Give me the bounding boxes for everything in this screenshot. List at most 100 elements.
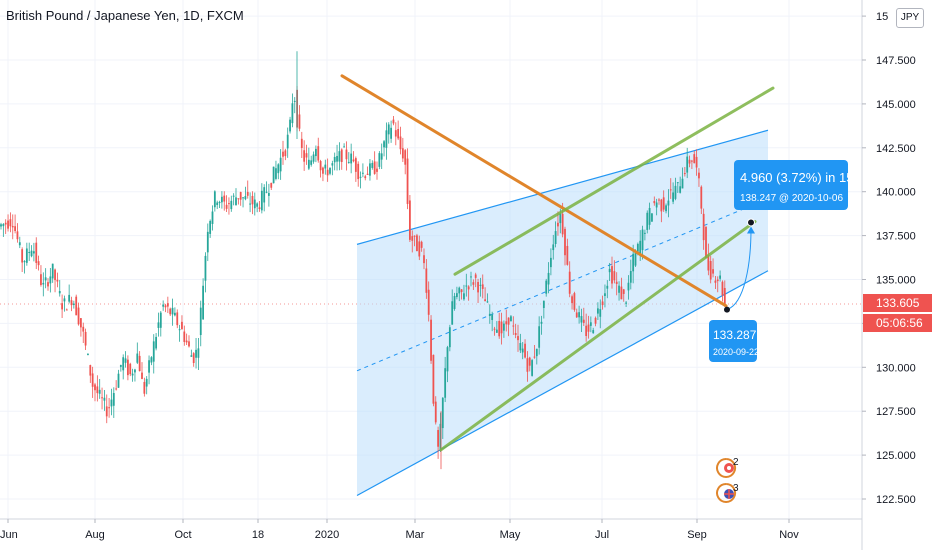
candle-body — [552, 244, 555, 251]
candle-body — [310, 160, 313, 165]
channel-upper-line[interactable] — [356, 129, 769, 245]
event-count: 3 — [733, 483, 739, 494]
candle-body — [28, 251, 31, 253]
candle-body — [284, 150, 287, 157]
candle-body — [101, 397, 103, 399]
trendline-green-upper[interactable] — [453, 86, 775, 276]
candle-body — [155, 336, 157, 349]
last-price-label: 133.605 — [876, 296, 920, 310]
candle-body — [275, 168, 277, 179]
candle-body — [535, 348, 538, 357]
economic-events[interactable]: 23 — [716, 457, 739, 503]
candle-body — [49, 276, 52, 284]
candle-body — [345, 149, 348, 160]
candle-body — [540, 321, 543, 324]
candle-body — [604, 293, 606, 296]
candle-body — [458, 287, 461, 294]
candle-body — [270, 182, 273, 188]
candle-body — [251, 195, 254, 205]
candle-body — [134, 369, 136, 373]
candle-body — [660, 199, 663, 212]
candle-body — [418, 241, 421, 257]
candle-body — [324, 164, 327, 169]
candle-body — [2, 224, 5, 227]
price-axis[interactable]: 122.500125.000127.500130.000132.500135.0… — [861, 0, 932, 550]
candle-body — [171, 307, 174, 315]
start-point[interactable] — [724, 306, 730, 313]
candle-body — [230, 200, 233, 210]
candle-body — [683, 173, 686, 175]
time-tick-label: Jun — [0, 529, 18, 541]
candle-body — [401, 148, 404, 159]
currency-button[interactable]: JPY — [896, 8, 924, 28]
time-axis[interactable]: Jun Aug Oct 18 2020 Mar May Jul Sep Nov — [0, 518, 862, 541]
price-tick-label: 137.500 — [876, 231, 916, 243]
candle-body — [448, 327, 451, 348]
candle-body — [587, 324, 590, 332]
time-tick-label: 2020 — [315, 529, 339, 541]
price-tick-label: 140.000 — [876, 187, 916, 199]
candle-body — [0, 224, 2, 227]
candle-body — [366, 173, 369, 175]
candle-body — [648, 207, 651, 225]
trendline-orange[interactable] — [340, 74, 728, 308]
candle-body — [420, 241, 423, 248]
candle-body — [131, 373, 134, 376]
candle-body — [597, 308, 599, 314]
candle-body — [239, 192, 242, 200]
candle-body — [58, 291, 61, 294]
candle-body — [54, 269, 56, 281]
candle-body — [575, 312, 578, 318]
measure-label-box — [734, 160, 848, 210]
candle-body — [589, 322, 592, 326]
candle-body — [336, 155, 338, 162]
candle-body — [625, 302, 627, 304]
trendline-green-lower[interactable] — [439, 220, 757, 452]
candle-body — [639, 240, 642, 256]
candle-body — [127, 359, 129, 376]
candle-body — [451, 301, 454, 325]
candle-body — [655, 202, 658, 208]
candle-body — [519, 343, 522, 351]
candle-body — [9, 219, 12, 227]
candle-body — [350, 153, 353, 164]
candle-body — [705, 226, 707, 258]
regression-channel[interactable] — [356, 129, 769, 497]
channel-mid-line[interactable] — [356, 198, 769, 372]
candle-body — [333, 156, 336, 163]
point-label-box — [709, 320, 757, 362]
candle-body — [646, 212, 649, 230]
candle-body — [477, 282, 479, 293]
candle-body — [573, 293, 576, 310]
candle-body — [115, 388, 118, 390]
last-price-badge — [863, 294, 932, 312]
candle-body — [178, 329, 181, 331]
candle-body — [352, 159, 355, 162]
candle-body — [263, 187, 266, 203]
candle-body — [545, 280, 548, 294]
candle-body — [340, 149, 343, 162]
candle-body — [416, 235, 418, 252]
candle-body — [636, 243, 639, 252]
chart-title: British Pound / Japanese Yen, 1D, FXCM — [6, 8, 244, 23]
candle-body — [427, 289, 430, 315]
time-tick-label: Mar — [406, 529, 425, 541]
price-tick-label: 122.500 — [876, 494, 916, 506]
candle-body — [199, 307, 202, 336]
candle-body — [129, 363, 132, 375]
point-date-label: 2020-09-22 — [713, 347, 759, 357]
candle-body — [606, 285, 609, 289]
candle-body — [70, 300, 73, 306]
measure-annotation[interactable]: 4.960 (3.72%) in 15d 138.247 @ 2020-10-06… — [709, 160, 861, 362]
candle-body — [16, 231, 19, 240]
time-tick-label: Aug — [85, 529, 105, 541]
channel-lower-line[interactable] — [356, 270, 769, 497]
candle-body — [474, 274, 477, 278]
candle-body — [305, 153, 308, 158]
candle-body — [411, 236, 414, 241]
end-point[interactable] — [747, 218, 755, 227]
candle-body — [423, 255, 425, 264]
trendlines[interactable] — [340, 74, 775, 452]
candle-body — [463, 293, 465, 300]
